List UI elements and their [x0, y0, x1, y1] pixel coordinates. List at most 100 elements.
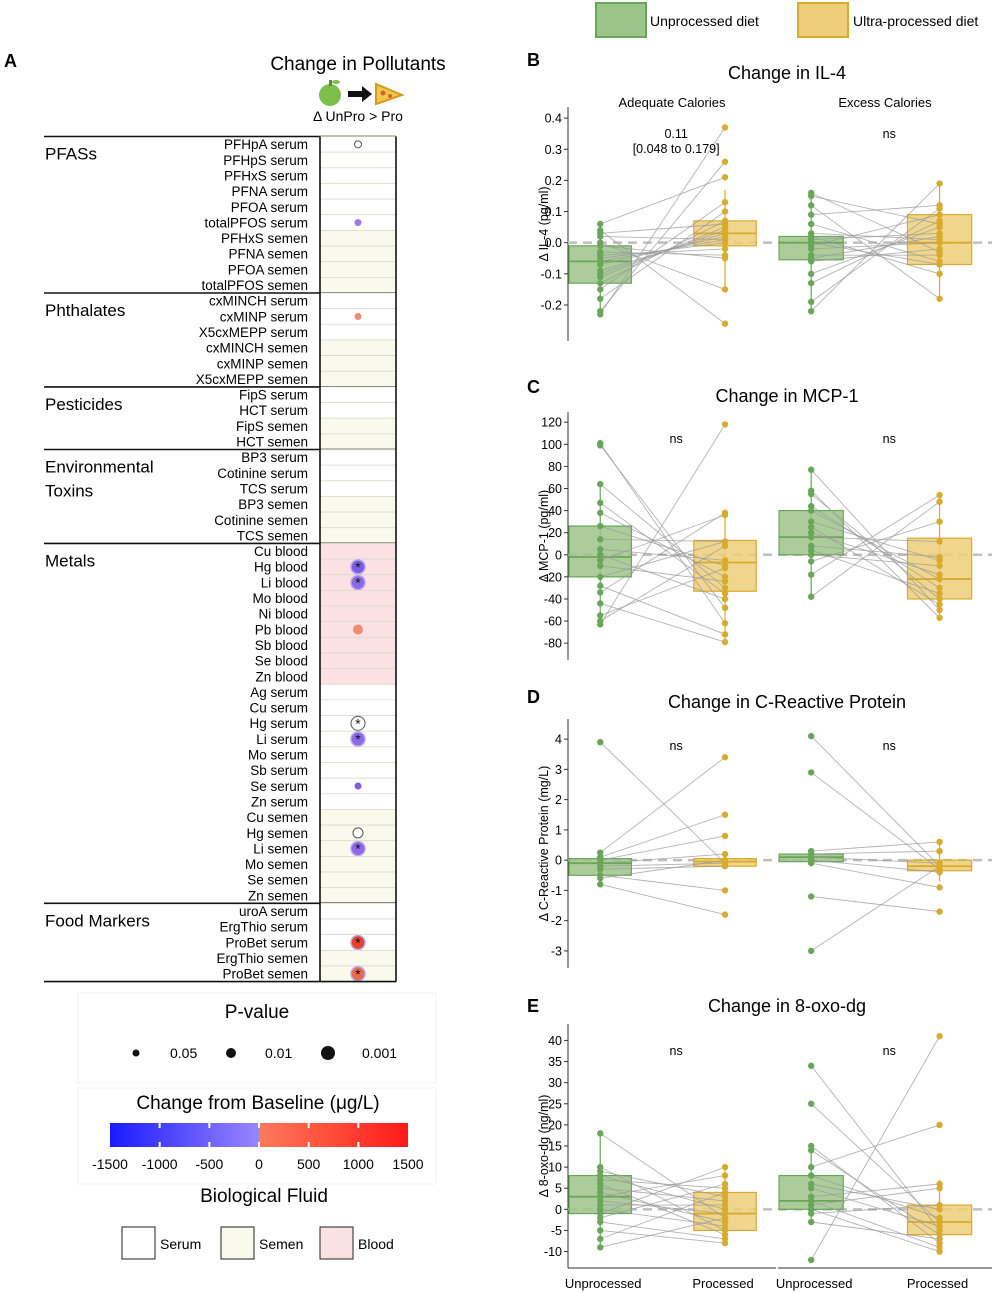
- data-point-processed: [721, 564, 729, 572]
- pollutant-label: Zn semen: [248, 888, 308, 903]
- pollutant-cell: [319, 605, 397, 622]
- x-tick-label: Processed: [907, 1276, 968, 1291]
- data-point-processed: [936, 220, 943, 228]
- pollutant-label: Sb serum: [250, 763, 308, 778]
- paired-line: [811, 242, 940, 265]
- data-point-processed: [936, 601, 943, 608]
- paired-line: [811, 223, 940, 262]
- significance-marker: [350, 574, 366, 591]
- pollutant-label: ErgThio semen: [216, 951, 308, 966]
- data-point-processed: [936, 884, 943, 891]
- paired-line: [810, 204, 940, 300]
- pollutant-label: FipS serum: [239, 388, 308, 403]
- data-point-unprocessed: [807, 251, 815, 259]
- data-point-processed: [936, 211, 943, 218]
- data-point-processed: [721, 620, 729, 627]
- data-point-unprocessed: [807, 202, 815, 209]
- fluid-swatch: [220, 1226, 255, 1260]
- facet-1: ns: [778, 127, 992, 315]
- paired-line: [811, 554, 940, 567]
- paired-line: [600, 223, 726, 234]
- group-label-5: Food Markers: [45, 911, 150, 930]
- data-point-processed: [721, 638, 729, 646]
- paired-line: [811, 236, 940, 259]
- data-point-processed: [721, 320, 729, 327]
- paired-line: [600, 567, 726, 616]
- pollutant-label: Mo blood: [252, 591, 308, 606]
- pollutant-cell: [319, 589, 397, 607]
- paired-line: [599, 424, 726, 625]
- data-point-processed: [721, 421, 729, 428]
- pollutant-label: uroA serum: [239, 904, 308, 919]
- pollutant-label: Se blood: [255, 654, 308, 669]
- significance-marker: [350, 715, 366, 731]
- data-point-unprocessed: [807, 551, 815, 558]
- pollutant-label: Li blood: [261, 575, 308, 590]
- data-point-unprocessed: [597, 551, 604, 558]
- data-point-processed: [936, 180, 943, 187]
- pvalue-legend: P-value 0.05 0.01 0.001: [77, 992, 437, 1084]
- pollutant-cell: [319, 543, 397, 560]
- pollutant-label: X5cxMEPP serum: [199, 325, 308, 340]
- significance-star-icon: *: [355, 731, 361, 747]
- data-point-processed: [721, 538, 729, 545]
- paired-line: [600, 1183, 726, 1219]
- paired-line: [600, 1187, 726, 1202]
- data-point-unprocessed: [807, 1147, 815, 1154]
- data-point-processed: [936, 869, 943, 876]
- data-point-processed: [936, 908, 943, 915]
- data-point-processed: [721, 573, 729, 581]
- pvalue-size-dot: [226, 1048, 236, 1058]
- paired-line: [600, 865, 726, 870]
- panel-a-letter: A: [4, 51, 17, 71]
- data-point-unprocessed: [597, 1218, 604, 1226]
- paired-line: [599, 512, 726, 593]
- x-tick-label: Unprocessed: [776, 1276, 853, 1291]
- facet-0: ns: [568, 421, 776, 646]
- paired-line: [810, 1149, 940, 1236]
- y-tick-label: -60: [544, 615, 562, 629]
- data-point-unprocessed: [807, 1062, 815, 1069]
- data-point-unprocessed: [807, 769, 815, 776]
- y-tick-label: 0: [555, 1203, 562, 1217]
- data-point-unprocessed: [807, 533, 815, 541]
- data-point-processed: [721, 220, 729, 228]
- panel-letter: C: [527, 377, 540, 397]
- pollutant-cell: [319, 386, 397, 403]
- pollutant-cell: [319, 355, 397, 372]
- paired-line: [810, 494, 940, 576]
- data-point-unprocessed: [597, 875, 604, 882]
- pollutant-cell: [319, 793, 397, 810]
- data-point-processed: [721, 208, 729, 215]
- data-point-unprocessed: [807, 230, 815, 237]
- pollutant-label: Mo serum: [248, 748, 308, 763]
- paired-line: [811, 214, 940, 247]
- y-tick-label: -3: [551, 944, 562, 958]
- significance-marker: [354, 312, 362, 320]
- y-tick-label: 35: [548, 1055, 562, 1069]
- significance-star-icon: *: [355, 934, 361, 950]
- significance-marker: [354, 140, 362, 149]
- paired-line: [810, 501, 940, 598]
- data-point-processed: [721, 631, 729, 638]
- paired-line: [811, 850, 940, 855]
- arrow-right-icon: [348, 86, 372, 102]
- pvalue-size-dot: [132, 1049, 140, 1057]
- pollutant-cell: [319, 636, 397, 654]
- pollutant-cell: [319, 809, 397, 826]
- data-point-unprocessed: [807, 1163, 815, 1171]
- data-point-processed: [721, 862, 729, 870]
- data-point-processed: [721, 557, 729, 564]
- paired-line: [810, 1103, 940, 1223]
- data-point-processed: [721, 850, 729, 858]
- data-point-processed: [936, 538, 943, 545]
- paired-line: [600, 859, 726, 879]
- x-tick-label: Unprocessed: [565, 1276, 642, 1291]
- pollutant-label: Ag serum: [250, 685, 308, 700]
- data-point-unprocessed: [597, 573, 604, 581]
- data-point-unprocessed: [597, 267, 604, 274]
- paired-line: [811, 242, 940, 250]
- pollutant-label: PFHpA serum: [224, 137, 308, 152]
- pollutant-cell: [319, 668, 397, 685]
